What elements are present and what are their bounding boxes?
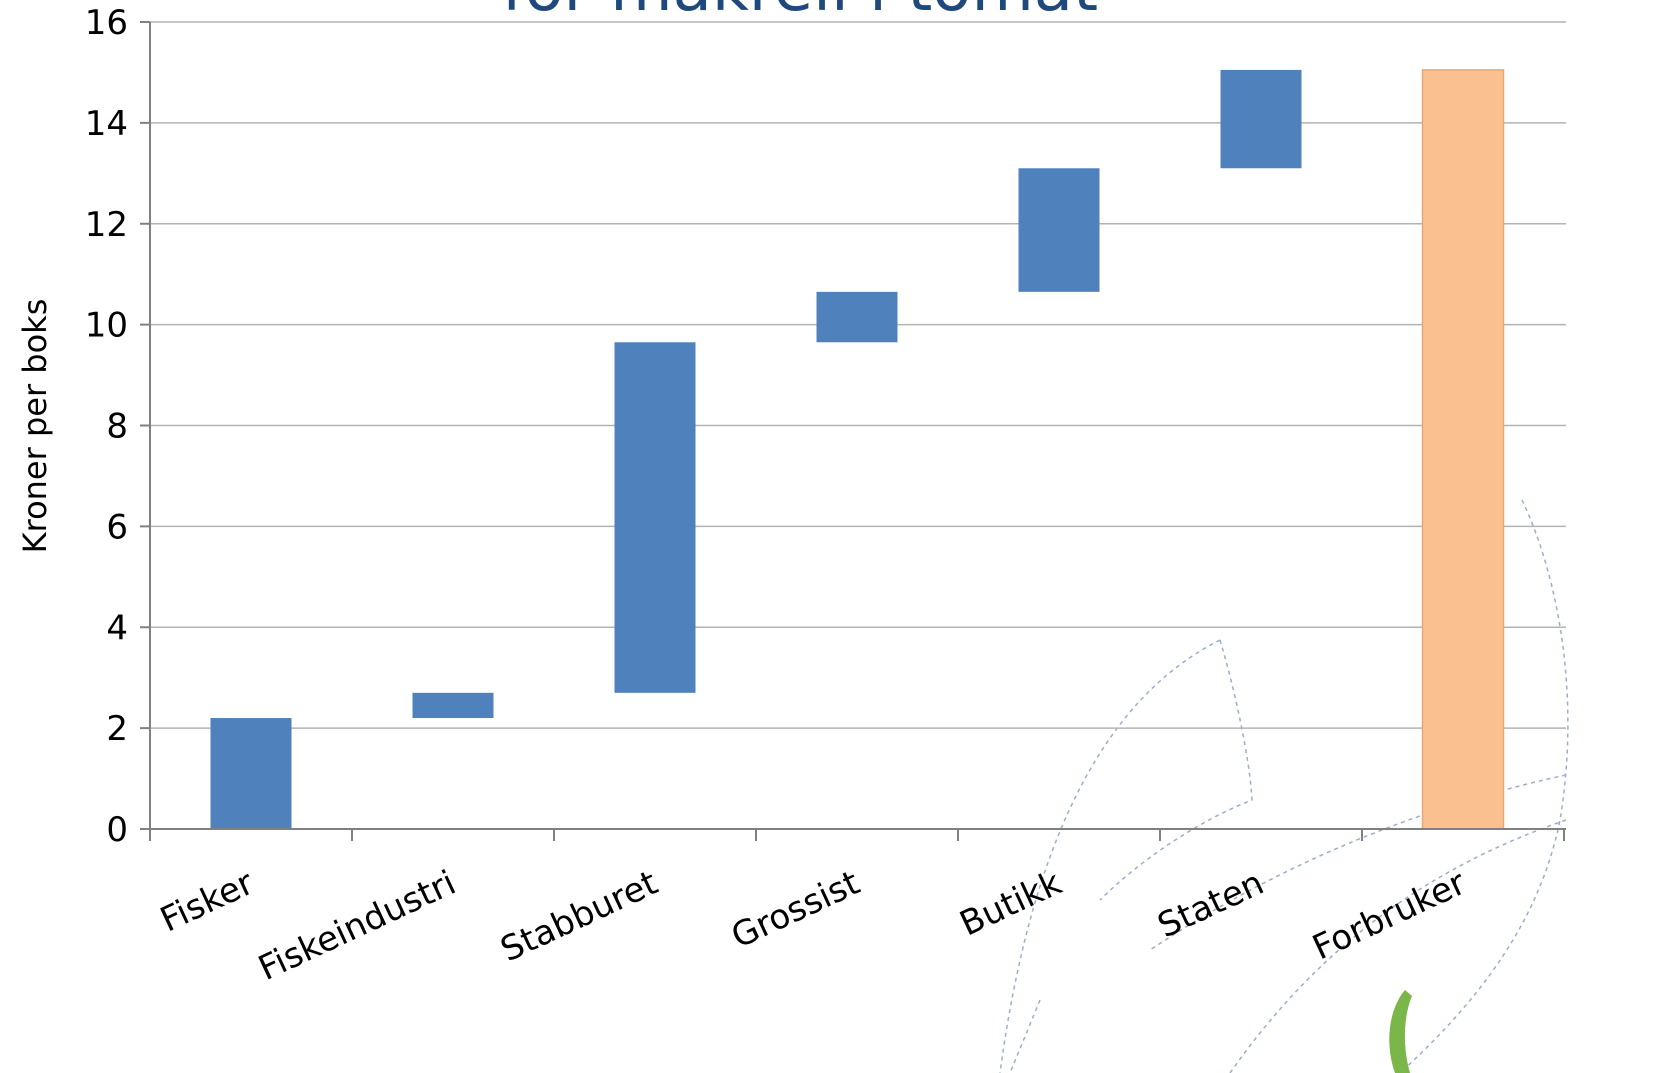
y-axis-title: Kroner per boks (16, 299, 54, 554)
decoration-arc-6 (1009, 999, 1041, 1073)
x-category-label-fisker: Fisker (154, 863, 259, 941)
decoration-arc-2 (1099, 639, 1253, 901)
x-category-label-stabburet: Stabburet (495, 863, 664, 970)
x-category-label-butikk: Butikk (954, 863, 1068, 945)
bar-fisker (210, 718, 292, 829)
y-tick-label-10: 10 (85, 306, 128, 346)
y-tick-label-0: 0 (106, 810, 128, 850)
y-tick-label-6: 6 (106, 507, 128, 547)
y-tick-label-2: 2 (106, 709, 128, 749)
decoration-arc-4 (1149, 774, 1567, 951)
decoration-arc-1 (999, 639, 1221, 1073)
y-tick-label-8: 8 (106, 407, 128, 447)
y-tick-label-16: 16 (85, 3, 128, 43)
axes (140, 21, 1566, 841)
leaf-logo-icon (1389, 990, 1412, 1073)
bar-stabburet (614, 342, 696, 693)
y-tick-labels: 0 2 4 6 8 10 12 14 16 (85, 3, 128, 850)
bar-forbruker (1421, 69, 1505, 830)
decoration-arc-3 (1399, 499, 1569, 1073)
y-tick-label-12: 12 (85, 205, 128, 245)
x-category-label-staten: Staten (1152, 863, 1270, 946)
bars (210, 69, 1505, 830)
bar-butikk (1018, 168, 1100, 292)
x-category-label-forbruker: Forbruker (1307, 863, 1472, 968)
logo-mark (1389, 990, 1412, 1073)
bar-staten (1220, 69, 1302, 169)
y-tick-label-14: 14 (85, 104, 128, 144)
background-decoration (999, 499, 1569, 1073)
gridlines (150, 21, 1566, 729)
x-category-label-fiskeindustri: Fiskeindustri (253, 863, 462, 989)
chart-title: for makrell i tomat (502, 0, 1098, 26)
y-tick-label-4: 4 (106, 608, 128, 648)
bar-grossist (816, 291, 898, 343)
bar-fiskeindustri (412, 692, 494, 719)
x-category-label-grossist: Grossist (725, 863, 865, 957)
decoration-arc-5 (1229, 819, 1567, 1073)
